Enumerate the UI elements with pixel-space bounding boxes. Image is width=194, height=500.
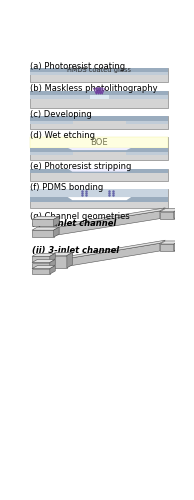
Text: (d) Wet etching: (d) Wet etching [30, 131, 95, 140]
Bar [30, 116, 168, 128]
Polygon shape [160, 241, 179, 244]
Bar [90, 96, 109, 98]
Bar [30, 190, 168, 208]
Bar [30, 190, 168, 197]
Text: HMDS coated glass: HMDS coated glass [68, 67, 131, 73]
Polygon shape [32, 254, 55, 256]
Bar [126, 152, 168, 156]
Polygon shape [54, 216, 59, 226]
Text: (b) Maskless photolithography: (b) Maskless photolithography [30, 84, 158, 93]
Bar [126, 121, 168, 124]
Text: (g) Channel geometries: (g) Channel geometries [30, 212, 130, 220]
Polygon shape [68, 148, 131, 150]
Polygon shape [50, 256, 67, 268]
Polygon shape [32, 260, 55, 262]
Polygon shape [174, 241, 179, 251]
Text: (c) Developing: (c) Developing [30, 110, 92, 119]
Bar [30, 91, 168, 108]
Polygon shape [54, 216, 59, 228]
Bar [30, 197, 168, 202]
Polygon shape [32, 262, 50, 268]
Bar [30, 137, 168, 148]
Polygon shape [67, 252, 72, 268]
Bar [30, 91, 168, 96]
Bar [30, 168, 168, 181]
Bar [30, 137, 168, 160]
Polygon shape [32, 227, 59, 230]
Bar [109, 96, 168, 98]
Bar [30, 168, 168, 173]
Polygon shape [32, 266, 55, 268]
Polygon shape [68, 168, 131, 172]
Polygon shape [160, 208, 179, 212]
Polygon shape [32, 256, 50, 262]
Bar [30, 148, 168, 152]
Bar [30, 68, 168, 72]
Bar [30, 72, 168, 76]
Text: (ii) 3-inlet channel: (ii) 3-inlet channel [32, 246, 119, 256]
Bar [30, 116, 168, 121]
Polygon shape [54, 211, 160, 236]
Text: (f) PDMS bonding: (f) PDMS bonding [30, 183, 104, 192]
Polygon shape [54, 227, 59, 237]
Polygon shape [160, 212, 174, 218]
Polygon shape [32, 230, 54, 237]
Polygon shape [32, 268, 50, 274]
Polygon shape [54, 208, 165, 228]
Polygon shape [50, 260, 55, 268]
Polygon shape [67, 244, 160, 266]
Polygon shape [160, 244, 174, 251]
Polygon shape [32, 220, 54, 226]
Bar [30, 152, 73, 156]
Polygon shape [50, 252, 72, 256]
Bar [30, 121, 73, 124]
Text: (i) 2-inlet channel: (i) 2-inlet channel [32, 218, 116, 228]
Text: (a) Photoresist coating: (a) Photoresist coating [30, 62, 126, 70]
Polygon shape [174, 208, 179, 218]
Polygon shape [67, 240, 165, 258]
Polygon shape [50, 266, 55, 274]
Polygon shape [32, 216, 59, 220]
Bar [30, 96, 90, 98]
Polygon shape [67, 252, 72, 258]
Bar [30, 68, 168, 82]
Text: (e) Photoresist stripping: (e) Photoresist stripping [30, 162, 132, 172]
Text: BOE: BOE [91, 138, 108, 147]
Polygon shape [50, 254, 55, 262]
Polygon shape [68, 197, 131, 200]
